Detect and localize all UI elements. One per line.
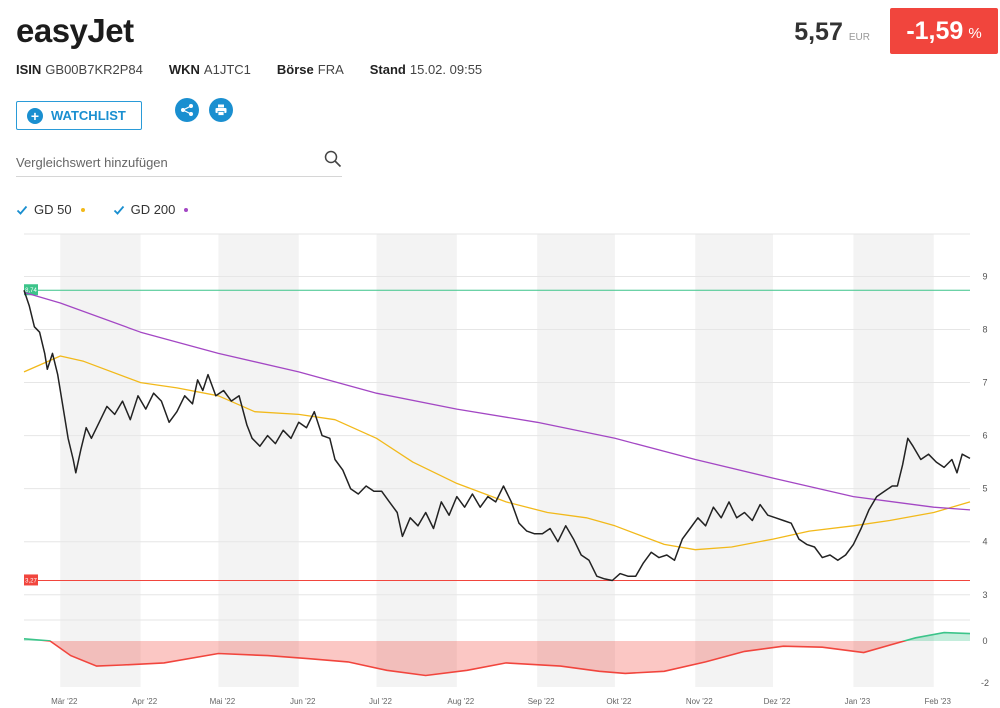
- month-band: [60, 234, 141, 687]
- gd200-line: [23, 291, 971, 511]
- checkmark-icon: [16, 205, 28, 215]
- exchange-value: FRA: [317, 62, 344, 77]
- month-band: [376, 234, 457, 687]
- sub-area-negative: [24, 640, 970, 676]
- low-line-label: 3,27: [25, 578, 37, 584]
- sub-line-negative: [40, 640, 908, 677]
- stand-info: Stand 15.02. 09:55: [370, 62, 482, 77]
- price-chart: 3 4 5 6 7 8 9 -2 0 Mär '22 Apr '22 Mai '22 Jun '22 Ju…: [23, 233, 989, 706]
- x-tick-label: Dez '22: [764, 697, 791, 706]
- gd50-dot: [80, 207, 85, 212]
- x-tick-label: Jun '22: [290, 697, 316, 706]
- print-icon: [215, 104, 227, 116]
- stock-title: easyJet: [16, 12, 134, 49]
- month-band: [853, 234, 934, 687]
- y-tick-label: 5: [982, 484, 987, 494]
- exchange-label: Börse: [276, 62, 314, 77]
- sub-y-tick-label: 0: [982, 636, 987, 646]
- wkn-label: WKN: [168, 62, 200, 77]
- change-value: -1,59: [906, 16, 964, 45]
- share-button[interactable]: [175, 98, 199, 122]
- y-tick-label: 7: [982, 378, 987, 388]
- x-tick-label: Jan '23: [845, 697, 871, 706]
- wkn-value: A1JTC1: [203, 62, 251, 77]
- change-unit: %: [968, 24, 982, 42]
- gd50-toggle[interactable]: GD 50: [16, 202, 85, 217]
- price-line: [23, 289, 971, 582]
- x-tick-label: Mai '22: [210, 697, 236, 706]
- isin-label: ISIN: [16, 62, 42, 77]
- change-badge: -1,59 %: [890, 8, 998, 54]
- x-tick-label: Apr '22: [132, 697, 158, 706]
- x-tick-label: Aug '22: [447, 697, 474, 706]
- x-tick-label: Feb '23: [924, 697, 951, 706]
- low-line-badge: [24, 574, 38, 586]
- y-tick-label: 8: [982, 325, 987, 335]
- checkmark-icon: [113, 205, 124, 215]
- month-band: [537, 234, 615, 687]
- gd50-line: [23, 355, 971, 551]
- compare-search: [16, 150, 342, 177]
- wkn-info: WKN A1JTC1: [169, 62, 251, 77]
- gd50-label: GD 50: [34, 202, 72, 217]
- high-line-badge: [24, 284, 38, 296]
- sub-y-tick-label: -2: [981, 678, 989, 688]
- exchange-info: Börse FRA: [277, 62, 344, 77]
- security-meta: ISIN GB00B7KR2P84 WKN A1JTC1 Börse FRA Stan…: [16, 62, 482, 77]
- isin-value: GB00B7KR2P84: [45, 62, 143, 77]
- indicator-legend: GD 50 GD 200: [16, 202, 189, 217]
- watchlist-label: WATCHLIST: [51, 108, 126, 123]
- x-tick-label: Sep '22: [528, 697, 555, 706]
- month-band: [218, 234, 299, 687]
- y-tick-label: 4: [982, 537, 987, 547]
- price-value: 5,57: [794, 18, 843, 46]
- price-currency: EUR: [848, 32, 870, 43]
- y-tick-label: 6: [982, 431, 987, 441]
- x-tick-label: Mär '22: [51, 697, 78, 706]
- search-icon[interactable]: [324, 150, 342, 168]
- price-display: 5,57 EUR: [794, 18, 870, 47]
- watchlist-button[interactable]: + WATCHLIST: [16, 101, 142, 130]
- stand-value: 15.02. 09:55: [409, 62, 483, 77]
- x-tick-label: Okt '22: [606, 697, 632, 706]
- x-tick-label: Nov '22: [686, 697, 713, 706]
- month-band: [695, 234, 774, 687]
- y-tick-label: 3: [982, 590, 987, 600]
- x-tick-label: Jul '22: [369, 697, 392, 706]
- print-button[interactable]: [209, 98, 233, 122]
- share-icon: [181, 104, 193, 116]
- gd200-label: GD 200: [130, 202, 176, 217]
- y-tick-label: 9: [982, 271, 987, 281]
- gd200-dot: [184, 207, 189, 212]
- high-line-label: 8,74: [25, 288, 37, 294]
- plus-icon: +: [27, 107, 43, 124]
- stand-label: Stand: [369, 62, 406, 77]
- compare-search-input[interactable]: [16, 150, 306, 170]
- isin-info: ISIN GB00B7KR2P84: [16, 62, 143, 77]
- gd200-toggle[interactable]: GD 200: [113, 202, 189, 217]
